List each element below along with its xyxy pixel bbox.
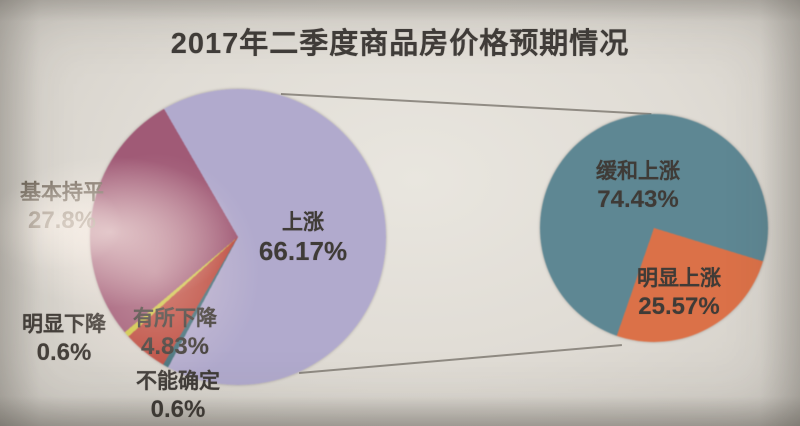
pie-connector-line-top — [280, 93, 652, 115]
label-mild-rise-pct: 74.43% — [597, 186, 679, 213]
pie-connector-line-bottom — [299, 344, 622, 374]
label-mild-rise-name: 缓和上涨 — [596, 160, 680, 183]
label-uncertain: 不能确定 0.6% — [113, 368, 243, 425]
label-obvious-rise-pct: 25.57% — [638, 293, 720, 320]
label-some-decline-pct: 4.83% — [140, 333, 210, 360]
label-rise: 上涨 66.17% — [238, 209, 368, 266]
label-basically-flat: 基本持平 27.8% — [0, 179, 127, 236]
label-rise-name: 上涨 — [282, 211, 324, 234]
label-rise-pct: 66.17% — [258, 236, 348, 266]
label-some-decline: 有所下降 4.83% — [110, 305, 240, 362]
label-basically-flat-name: 基本持平 — [20, 181, 104, 204]
label-basically-flat-pct: 27.8% — [27, 207, 97, 234]
label-obvious-rise-name: 明显上涨 — [637, 267, 721, 290]
chart-title: 2017年二季度商品房价格预期情况 — [170, 28, 630, 60]
label-some-decline-name: 有所下降 — [133, 307, 217, 330]
label-uncertain-name: 不能确定 — [136, 370, 220, 393]
label-obvious-rise: 明显上涨 25.57% — [614, 265, 744, 322]
label-uncertain-pct: 0.6% — [150, 396, 206, 423]
label-mild-rise: 缓和上涨 74.43% — [573, 158, 703, 215]
